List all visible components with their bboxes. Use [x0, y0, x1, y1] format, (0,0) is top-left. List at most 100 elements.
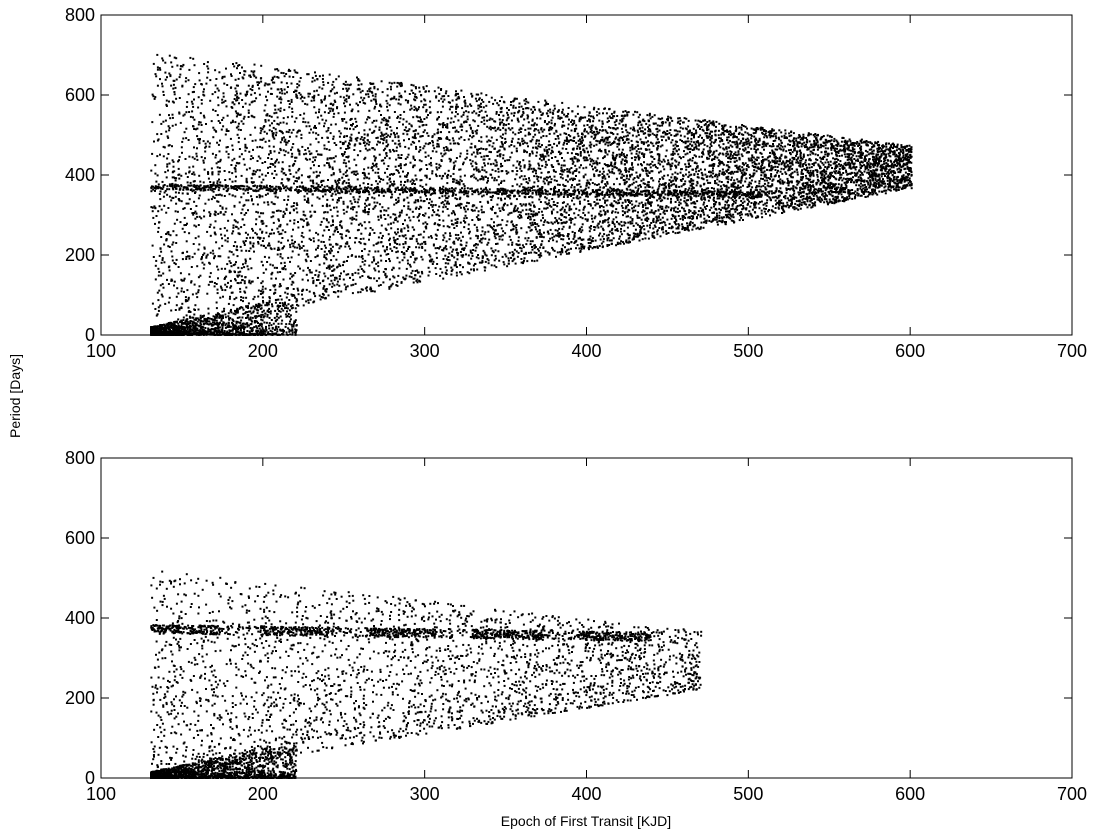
top-scatter-point [895, 153, 898, 156]
top-scatter-point [296, 246, 299, 249]
top-scatter-point [214, 110, 217, 112]
top-scatter-point [344, 192, 347, 195]
top-scatter-point [261, 173, 264, 176]
top-scatter-point [226, 263, 229, 266]
top-scatter-point [320, 101, 323, 104]
top-scatter-point [277, 123, 280, 126]
top-scatter-point [354, 117, 357, 120]
top-scatter-point [489, 117, 492, 120]
top-scatter-point [718, 170, 721, 173]
top-scatter-point [386, 94, 389, 97]
top-scatter-point [547, 154, 550, 157]
top-scatter-point [451, 268, 454, 271]
top-scatter-point [765, 193, 768, 196]
top-scatter-point [469, 251, 472, 254]
top-scatter-point [764, 186, 767, 189]
top-scatter-point [273, 177, 276, 179]
top-scatter-point [566, 235, 569, 237]
top-scatter-point [350, 133, 353, 136]
top-scatter-point [557, 117, 560, 120]
top-scatter-point [352, 128, 355, 131]
top-scatter-point [477, 217, 480, 220]
top-scatter-point [706, 145, 709, 148]
top-scatter-point [190, 281, 193, 284]
top-scatter-point [548, 121, 551, 124]
top-scatter-point [601, 176, 604, 179]
top-scatter-point [291, 275, 293, 278]
top-scatter-point [769, 151, 771, 154]
top-scatter-point [618, 148, 621, 151]
top-scatter-point [774, 199, 777, 202]
top-scatter-point [746, 213, 749, 216]
top-scatter-point [728, 157, 731, 160]
top-scatter-point [289, 243, 291, 246]
top-scatter-point [484, 110, 487, 113]
top-scatter-point [629, 222, 632, 225]
top-scatter-point [545, 101, 548, 104]
top-scatter-point [745, 151, 748, 154]
top-scatter-point [701, 188, 703, 191]
top-scatter-point [480, 241, 483, 244]
top-scatter-point [297, 221, 299, 223]
top-scatter-point [231, 213, 233, 216]
top-scatter-point [710, 141, 713, 144]
top-scatter-point [755, 201, 758, 204]
top-scatter-point [269, 263, 272, 266]
top-scatter-point [566, 170, 569, 173]
top-scatter-point [844, 187, 847, 189]
top-scatter-point [414, 257, 417, 260]
top-scatter-point [424, 221, 427, 224]
top-scatter-point [188, 68, 191, 71]
top-scatter-point [449, 160, 452, 163]
top-scatter-point [232, 224, 235, 227]
top-scatter-point [558, 150, 561, 153]
top-scatter-point [899, 150, 902, 153]
top-scatter-point [417, 120, 420, 123]
top-scatter-point [264, 193, 267, 196]
top-scatter-point [260, 129, 263, 132]
top-scatter-point [446, 138, 449, 140]
top-scatter-point [335, 78, 338, 81]
top-scatter-point [214, 220, 217, 223]
top-scatter-point [641, 206, 644, 208]
top-scatter-point [372, 98, 375, 101]
top-scatter-point [742, 184, 744, 187]
top-scatter-point [760, 174, 763, 177]
top-scatter-point [443, 124, 446, 126]
top-scatter-point [806, 147, 809, 150]
top-scatter-point [456, 254, 459, 257]
top-scatter-point [482, 176, 485, 179]
top-scatter-point [423, 118, 426, 120]
top-scatter-point [868, 173, 871, 175]
top-scatter-point [741, 144, 744, 147]
top-scatter-point [315, 182, 318, 185]
top-scatter-point [315, 284, 318, 287]
top-scatter-point [897, 182, 899, 185]
top-scatter-point [168, 269, 171, 272]
top-scatter-point [194, 128, 197, 131]
top-scatter-point [237, 112, 240, 115]
top-scatter-point [405, 163, 407, 166]
top-scatter-point [729, 153, 732, 156]
top-scatter-point [393, 246, 396, 249]
top-scatter-point [896, 168, 899, 171]
top-scatter-point [353, 149, 356, 151]
top-scatter-point [167, 233, 170, 236]
top-scatter-point [247, 84, 250, 87]
top-scatter-point [708, 209, 711, 212]
top-scatter-point [465, 205, 468, 208]
top-scatter-point [328, 94, 331, 97]
top-scatter-point [730, 215, 733, 218]
top-scatter-point [219, 158, 222, 161]
top-scatter-point [561, 177, 564, 180]
top-scatter-point [746, 164, 749, 166]
top-scatter-point [355, 164, 358, 167]
top-scatter-point [318, 271, 321, 274]
top-scatter-point [364, 144, 367, 147]
top-scatter-point [451, 99, 454, 102]
top-scatter-point [425, 108, 428, 111]
top-scatter-point [552, 208, 555, 211]
top-scatter-point [527, 115, 530, 118]
top-scatter-point [346, 241, 349, 244]
top-scatter-point [393, 81, 396, 84]
